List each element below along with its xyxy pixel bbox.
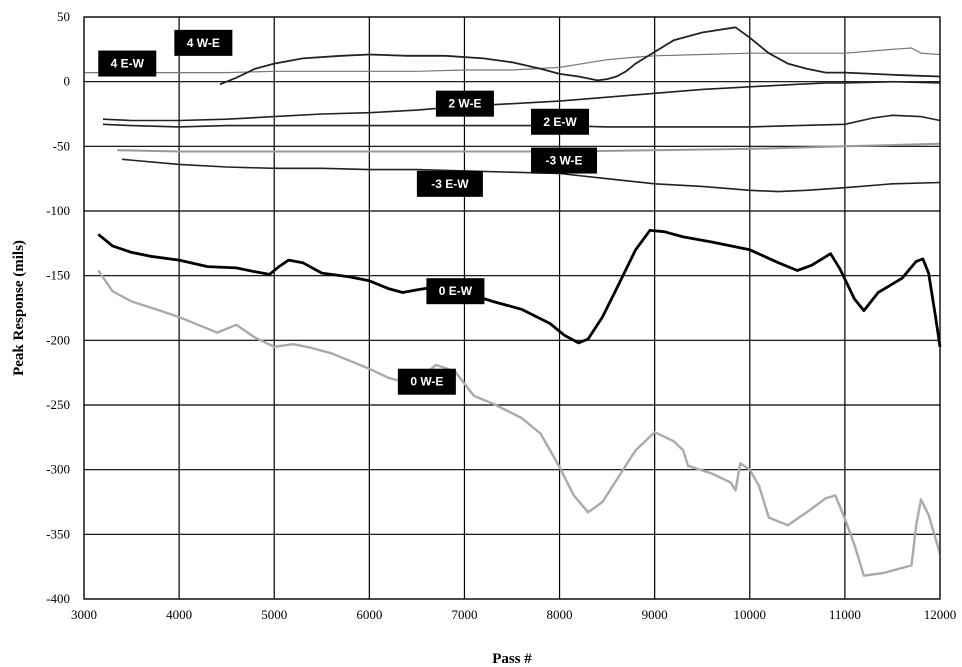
x-tick-label: 9000 [642, 607, 668, 622]
y-tick-label: 0 [64, 74, 71, 89]
series-line-3-w-e [117, 142, 941, 153]
series-label-box [531, 108, 590, 135]
y-tick-label: -350 [46, 526, 70, 541]
series-label-box [98, 50, 157, 77]
y-tick-label: -250 [46, 397, 70, 412]
series-label-text: 0 E-W [439, 284, 473, 298]
series-line-4-e-w [219, 26, 941, 86]
x-tick-label: 10000 [734, 607, 767, 622]
x-tick-label: 3000 [71, 607, 97, 622]
series-label-2-e-w: 2 E-W [531, 108, 590, 135]
y-tick-label: -200 [46, 332, 70, 347]
plot-frame [83, 16, 941, 600]
series-label-2-w-e: 2 W-E [435, 90, 494, 117]
series-line-2-w-e [102, 80, 941, 122]
series-label-text: 2 E-W [543, 115, 577, 129]
y-tick-label: 50 [57, 9, 70, 24]
series-label-text: -3 W-E [545, 154, 582, 168]
series-label-4-w-e: 4 W-E [174, 29, 233, 56]
tick-labels: 3000 4000 5000 6000 7000 8000 9000 10000 11000 12… [46, 9, 956, 622]
series-line-0-e-w [97, 229, 942, 348]
series-label-text: 4 W-E [187, 36, 220, 50]
series-labels: 4 W-E 4 E-W 2 W-E 2 E-W -3 W-E -3 E-W 0 E-W 0 W… [98, 29, 598, 395]
series-label-0-w-e: 0 W-E [397, 368, 456, 395]
x-tick-label: 6000 [356, 607, 382, 622]
series-label-text: 4 E-W [111, 57, 145, 71]
series-line-3-e-w [121, 158, 941, 193]
series-label-3-e-w: -3 E-W [416, 170, 483, 197]
series-label-box [174, 29, 233, 56]
series-label-4-e-w: 4 E-W [98, 50, 157, 77]
series-label-box [397, 368, 456, 395]
y-axis-title: Peak Response (mils) [11, 240, 27, 376]
x-tick-label: 4000 [166, 607, 192, 622]
series-label-box [416, 170, 483, 197]
y-tick-label: -300 [46, 462, 70, 477]
series-label-0-e-w: 0 E-W [426, 278, 485, 305]
series-line-2-e-w [102, 114, 941, 128]
series-line-0-w-e [97, 269, 942, 577]
y-tick-label: -400 [46, 591, 70, 606]
x-tick-label: 11000 [829, 607, 861, 622]
series-label-text: 2 W-E [448, 97, 481, 111]
x-tick-label: 8000 [547, 607, 573, 622]
x-axis-title: Pass # [492, 651, 532, 667]
x-tick-label: 5000 [261, 607, 287, 622]
series-label-box [531, 147, 598, 174]
series-label-text: -3 E-W [431, 177, 469, 191]
series-label-3-w-e: -3 W-E [531, 147, 598, 174]
x-tick-label: 12000 [924, 607, 957, 622]
series-label-text: 0 W-E [410, 375, 443, 389]
x-tick-label: 7000 [451, 607, 477, 622]
series-label-box [435, 90, 494, 117]
series-group [84, 26, 942, 577]
y-tick-label: -50 [53, 138, 70, 153]
y-tick-label: -150 [46, 268, 70, 283]
y-tick-label: -100 [46, 203, 70, 218]
series-label-box [426, 278, 485, 305]
